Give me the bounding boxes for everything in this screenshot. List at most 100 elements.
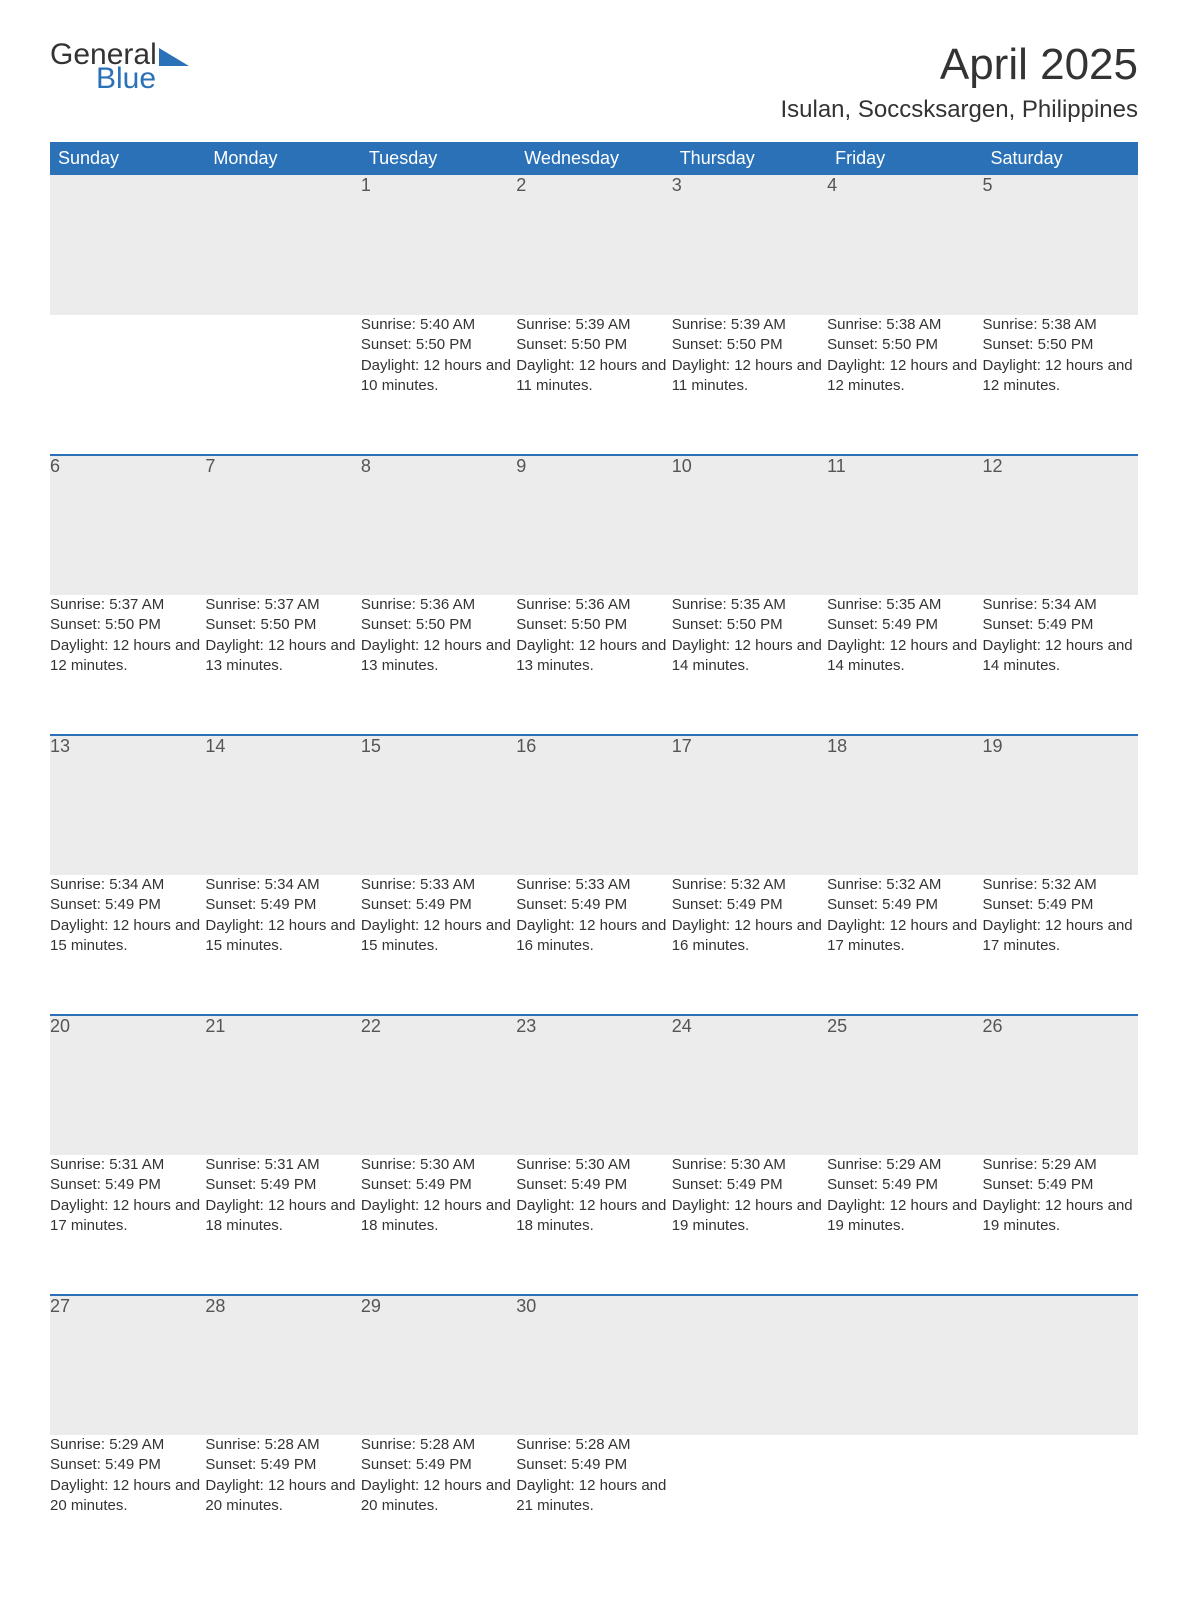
day-detail-row: Sunrise: 5:34 AMSunset: 5:49 PMDaylight:… xyxy=(50,875,1138,1015)
sunrise-line: Sunrise: 5:36 AM xyxy=(361,595,516,615)
daylight-line: Daylight: 12 hours and 20 minutes. xyxy=(205,1476,360,1517)
sunrise-line: Sunrise: 5:33 AM xyxy=(516,875,671,895)
daylight-line: Daylight: 12 hours and 12 minutes. xyxy=(983,356,1138,397)
sunset-line: Sunset: 5:49 PM xyxy=(827,1175,982,1195)
sunrise-line: Sunrise: 5:34 AM xyxy=(205,875,360,895)
day-number-cell: 22 xyxy=(361,1015,516,1155)
sunset-line: Sunset: 5:49 PM xyxy=(672,1175,827,1195)
day-detail-cell: Sunrise: 5:39 AMSunset: 5:50 PMDaylight:… xyxy=(516,315,671,455)
sunrise-line: Sunrise: 5:28 AM xyxy=(205,1435,360,1455)
sunset-line: Sunset: 5:50 PM xyxy=(205,615,360,635)
weekday-header: Thursday xyxy=(672,142,827,175)
day-number-row: 20212223242526 xyxy=(50,1015,1138,1155)
day-number-cell xyxy=(50,175,205,315)
day-number-cell: 15 xyxy=(361,735,516,875)
day-detail-cell: Sunrise: 5:37 AMSunset: 5:50 PMDaylight:… xyxy=(205,595,360,735)
day-detail-cell: Sunrise: 5:28 AMSunset: 5:49 PMDaylight:… xyxy=(205,1435,360,1575)
day-number-cell: 21 xyxy=(205,1015,360,1155)
sunrise-line: Sunrise: 5:40 AM xyxy=(361,315,516,335)
day-detail-cell: Sunrise: 5:34 AMSunset: 5:49 PMDaylight:… xyxy=(983,595,1138,735)
daylight-line: Daylight: 12 hours and 20 minutes. xyxy=(50,1476,205,1517)
day-detail-cell: Sunrise: 5:38 AMSunset: 5:50 PMDaylight:… xyxy=(983,315,1138,455)
weekday-header: Wednesday xyxy=(516,142,671,175)
daylight-line: Daylight: 12 hours and 18 minutes. xyxy=(516,1196,671,1237)
sunrise-line: Sunrise: 5:32 AM xyxy=(672,875,827,895)
day-number-cell: 30 xyxy=(516,1295,671,1435)
daylight-line: Daylight: 12 hours and 12 minutes. xyxy=(50,636,205,677)
day-detail-row: Sunrise: 5:37 AMSunset: 5:50 PMDaylight:… xyxy=(50,595,1138,735)
day-detail-cell: Sunrise: 5:29 AMSunset: 5:49 PMDaylight:… xyxy=(983,1155,1138,1295)
sunset-line: Sunset: 5:50 PM xyxy=(361,335,516,355)
day-number-cell xyxy=(983,1295,1138,1435)
day-detail-cell: Sunrise: 5:37 AMSunset: 5:50 PMDaylight:… xyxy=(50,595,205,735)
day-number-cell: 11 xyxy=(827,455,982,595)
daylight-line: Daylight: 12 hours and 17 minutes. xyxy=(50,1196,205,1237)
sunrise-line: Sunrise: 5:36 AM xyxy=(516,595,671,615)
sunset-line: Sunset: 5:49 PM xyxy=(205,1455,360,1475)
daylight-line: Daylight: 12 hours and 19 minutes. xyxy=(983,1196,1138,1237)
day-number-cell xyxy=(827,1295,982,1435)
sunrise-line: Sunrise: 5:28 AM xyxy=(516,1435,671,1455)
daylight-line: Daylight: 12 hours and 21 minutes. xyxy=(516,1476,671,1517)
day-number-cell: 8 xyxy=(361,455,516,595)
day-detail-cell: Sunrise: 5:36 AMSunset: 5:50 PMDaylight:… xyxy=(516,595,671,735)
title-block: April 2025 Isulan, Soccsksargen, Philipp… xyxy=(780,40,1138,124)
daylight-line: Daylight: 12 hours and 16 minutes. xyxy=(672,916,827,957)
sunset-line: Sunset: 5:50 PM xyxy=(983,335,1138,355)
day-number-cell: 9 xyxy=(516,455,671,595)
sunrise-line: Sunrise: 5:38 AM xyxy=(983,315,1138,335)
day-detail-cell: Sunrise: 5:28 AMSunset: 5:49 PMDaylight:… xyxy=(361,1435,516,1575)
day-detail-cell xyxy=(672,1435,827,1575)
day-detail-cell xyxy=(50,315,205,455)
sunrise-line: Sunrise: 5:37 AM xyxy=(50,595,205,615)
sunrise-line: Sunrise: 5:34 AM xyxy=(983,595,1138,615)
sunset-line: Sunset: 5:50 PM xyxy=(50,615,205,635)
sunset-line: Sunset: 5:49 PM xyxy=(827,615,982,635)
sunset-line: Sunset: 5:49 PM xyxy=(50,1455,205,1475)
day-number-cell: 5 xyxy=(983,175,1138,315)
day-detail-cell: Sunrise: 5:36 AMSunset: 5:50 PMDaylight:… xyxy=(361,595,516,735)
sunrise-line: Sunrise: 5:35 AM xyxy=(827,595,982,615)
daylight-line: Daylight: 12 hours and 15 minutes. xyxy=(50,916,205,957)
sunset-line: Sunset: 5:49 PM xyxy=(827,895,982,915)
sunrise-line: Sunrise: 5:32 AM xyxy=(827,875,982,895)
location: Isulan, Soccsksargen, Philippines xyxy=(780,96,1138,124)
sunset-line: Sunset: 5:49 PM xyxy=(205,1175,360,1195)
daylight-line: Daylight: 12 hours and 17 minutes. xyxy=(827,916,982,957)
sunrise-line: Sunrise: 5:29 AM xyxy=(983,1155,1138,1175)
sunset-line: Sunset: 5:49 PM xyxy=(361,895,516,915)
day-number-cell: 25 xyxy=(827,1015,982,1155)
sunset-line: Sunset: 5:49 PM xyxy=(361,1175,516,1195)
daylight-line: Daylight: 12 hours and 14 minutes. xyxy=(672,636,827,677)
sunrise-line: Sunrise: 5:39 AM xyxy=(672,315,827,335)
daylight-line: Daylight: 12 hours and 13 minutes. xyxy=(516,636,671,677)
day-detail-cell: Sunrise: 5:29 AMSunset: 5:49 PMDaylight:… xyxy=(50,1435,205,1575)
sunrise-line: Sunrise: 5:32 AM xyxy=(983,875,1138,895)
sunrise-line: Sunrise: 5:35 AM xyxy=(672,595,827,615)
weekday-header-row: Sunday Monday Tuesday Wednesday Thursday… xyxy=(50,142,1138,175)
day-detail-row: Sunrise: 5:31 AMSunset: 5:49 PMDaylight:… xyxy=(50,1155,1138,1295)
weekday-header: Monday xyxy=(205,142,360,175)
sunset-line: Sunset: 5:49 PM xyxy=(983,1175,1138,1195)
sunset-line: Sunset: 5:49 PM xyxy=(205,895,360,915)
day-number-cell: 28 xyxy=(205,1295,360,1435)
day-detail-cell: Sunrise: 5:32 AMSunset: 5:49 PMDaylight:… xyxy=(672,875,827,1015)
daylight-line: Daylight: 12 hours and 17 minutes. xyxy=(983,916,1138,957)
sunset-line: Sunset: 5:49 PM xyxy=(516,1455,671,1475)
day-detail-cell: Sunrise: 5:32 AMSunset: 5:49 PMDaylight:… xyxy=(983,875,1138,1015)
weekday-header: Sunday xyxy=(50,142,205,175)
weekday-header: Friday xyxy=(827,142,982,175)
daylight-line: Daylight: 12 hours and 14 minutes. xyxy=(983,636,1138,677)
day-number-cell xyxy=(205,175,360,315)
daylight-line: Daylight: 12 hours and 14 minutes. xyxy=(827,636,982,677)
day-detail-cell: Sunrise: 5:28 AMSunset: 5:49 PMDaylight:… xyxy=(516,1435,671,1575)
day-detail-cell: Sunrise: 5:32 AMSunset: 5:49 PMDaylight:… xyxy=(827,875,982,1015)
day-detail-cell: Sunrise: 5:39 AMSunset: 5:50 PMDaylight:… xyxy=(672,315,827,455)
day-detail-cell: Sunrise: 5:29 AMSunset: 5:49 PMDaylight:… xyxy=(827,1155,982,1295)
daylight-line: Daylight: 12 hours and 12 minutes. xyxy=(827,356,982,397)
header: General Blue April 2025 Isulan, Soccsksa… xyxy=(50,40,1138,124)
month-title: April 2025 xyxy=(780,40,1138,90)
day-number-cell: 18 xyxy=(827,735,982,875)
weekday-header: Tuesday xyxy=(361,142,516,175)
day-number-row: 12345 xyxy=(50,175,1138,315)
